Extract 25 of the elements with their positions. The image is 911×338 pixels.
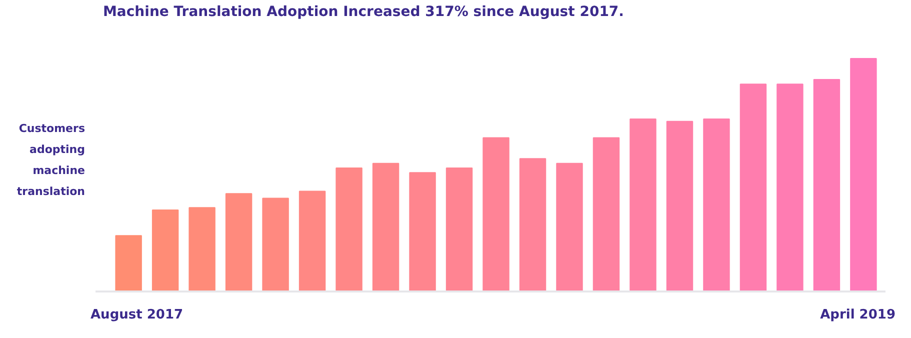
bar: [409, 172, 436, 292]
y-axis-title: Customers adopting machine translation: [16, 121, 85, 200]
bar: [666, 120, 694, 292]
bar: [115, 235, 142, 292]
bar: [336, 167, 362, 292]
bar: [630, 118, 656, 292]
bar: [482, 137, 510, 292]
bar: [776, 84, 804, 292]
bar: [703, 118, 730, 292]
bar: [188, 207, 216, 292]
bar: [298, 190, 326, 292]
x-tick-label: April 2019: [820, 308, 896, 322]
bar: [592, 137, 620, 292]
bar: [372, 162, 400, 292]
bar: [850, 58, 877, 292]
bar: [556, 162, 583, 292]
bar: [262, 198, 289, 292]
bar: [740, 84, 767, 292]
bar: [446, 167, 473, 292]
bar: [519, 158, 546, 292]
x-tick-label: August 2017: [90, 308, 184, 322]
chart-title: Machine Translation Adoption Increased 317% since August 2017.: [103, 3, 624, 22]
bar: [225, 193, 252, 292]
bar: [152, 209, 179, 292]
bar: [813, 78, 840, 292]
